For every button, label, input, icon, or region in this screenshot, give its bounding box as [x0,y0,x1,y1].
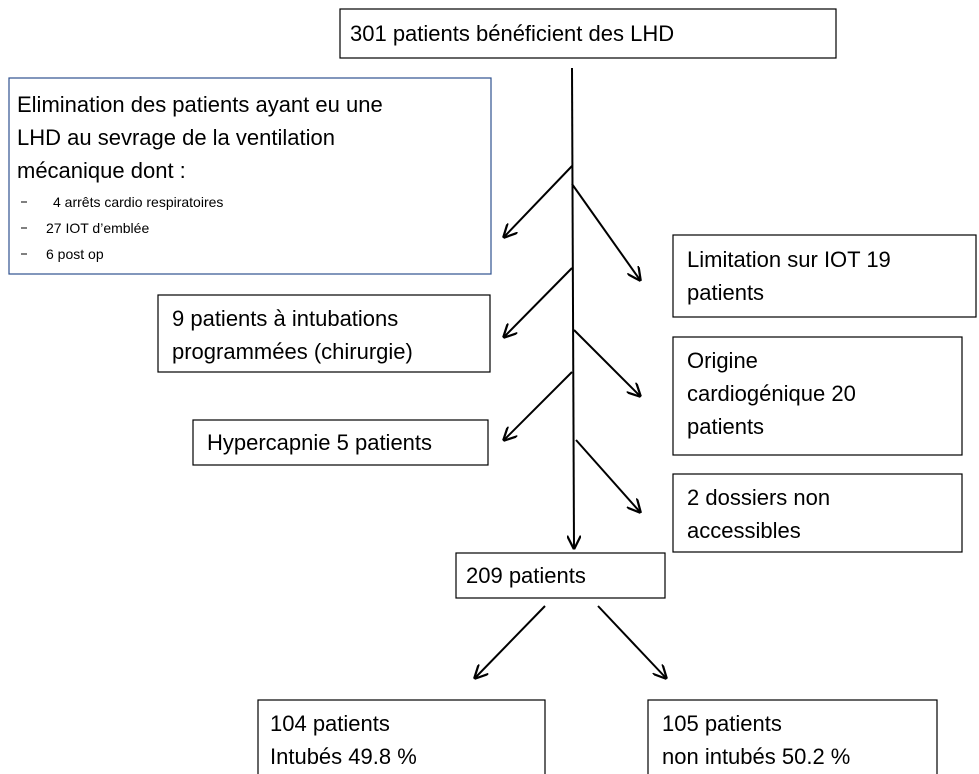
node-text: accessibles [687,518,801,543]
node-text: 104 patients [270,711,390,736]
main-arrow [572,67,574,548]
node-text: Limitation sur IOT 19 [687,247,891,272]
arrow [504,165,573,237]
arrow [571,183,640,280]
node-item: 4 arrêts cardio respiratoires [53,194,223,210]
node-box [257,699,546,774]
arrow [504,267,573,337]
node-box [672,473,963,553]
node-text: Intubés 49.8 % [270,744,417,769]
node-text: 9 patients à intubations [172,306,398,331]
node-box [192,419,489,466]
node-text: Origine [687,348,758,373]
node-text: patients [687,414,764,439]
node-item: 27 IOT d’emblée [46,220,149,236]
node-text: 105 patients [662,711,782,736]
arrow [573,329,640,396]
node-box [672,336,963,456]
node-item: 6 post op [46,246,104,262]
node-text: Elimination des patients ayant eu une [17,92,383,117]
arrow [504,371,573,440]
node-text: non intubés 50.2 % [662,744,850,769]
node-box [339,8,837,59]
node-text: 2 dossiers non [687,485,830,510]
arrows [475,67,666,678]
arrow [475,605,546,678]
node-text: LHD au sevrage de la ventilation [17,125,335,150]
node-text: cardiogénique 20 [687,381,856,406]
node-box [647,699,938,774]
node-box [157,294,491,373]
node-box [672,234,977,318]
node-box [8,77,492,275]
node-text: patients [687,280,764,305]
node-box [455,552,666,599]
node-text: Hypercapnie 5 patients [207,430,432,455]
arrow [597,605,666,678]
node-text: 301 patients bénéficient des LHD [350,21,674,46]
node-text: mécanique dont : [17,158,186,183]
node-text: programmées (chirurgie) [172,339,413,364]
node-text: 209 patients [466,563,586,588]
arrow [575,439,640,512]
